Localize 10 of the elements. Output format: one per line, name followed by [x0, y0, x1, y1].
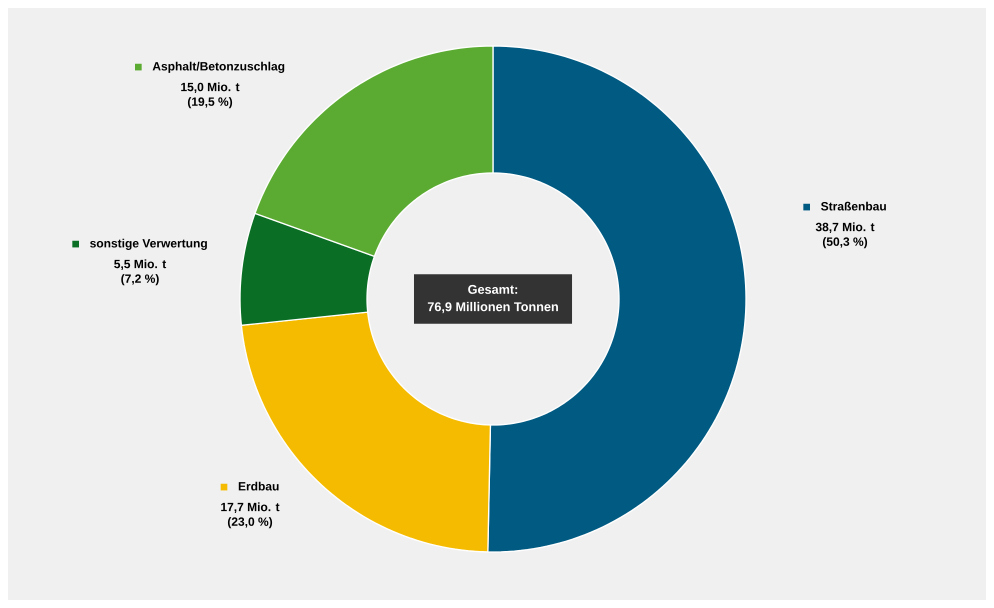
data-label: 38,7 Mio. t (50,3 %): [816, 222, 874, 248]
legend-label: Asphalt/Betonzuschlag: [152, 62, 284, 73]
legend-label: sonstige Verwertung: [90, 238, 207, 250]
data-label: 5,5 Mio. t (7,2 %): [114, 259, 166, 286]
data-label: 17,7 Mio. t (23,0 %): [221, 502, 280, 528]
text: Gesamt:: [468, 284, 518, 294]
data-label: 15,0 Mio. t (19,5 %): [181, 82, 240, 108]
legend-label: Erdbau: [238, 482, 279, 491]
legend-label: Straßenbau: [821, 202, 886, 211]
text: 76,9 Millionen Tonnen: [428, 302, 558, 314]
